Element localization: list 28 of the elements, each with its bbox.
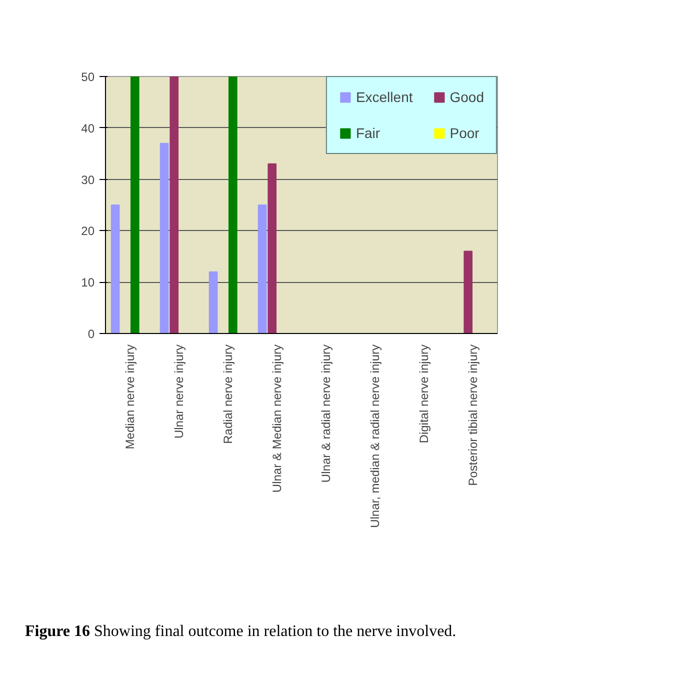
x-tick-label: Median nerve injury bbox=[123, 344, 137, 450]
y-tick-label: 50 bbox=[81, 70, 95, 84]
bar bbox=[268, 163, 277, 334]
x-tick-label: Radial nerve injury bbox=[221, 344, 235, 444]
legend-label: Excellent bbox=[356, 89, 413, 105]
x-tick-label: Digital nerve injury bbox=[417, 344, 431, 444]
y-tick-label: 30 bbox=[81, 172, 95, 187]
y-tick-label: 20 bbox=[81, 224, 95, 238]
y-tick-label: 40 bbox=[81, 121, 95, 136]
bar bbox=[464, 250, 473, 334]
x-tick-label: Posterior tibial nerve injury bbox=[466, 344, 480, 486]
y-tick-label: 0 bbox=[88, 327, 95, 341]
bar bbox=[160, 142, 169, 334]
x-tick-label: Ulnar nerve injury bbox=[172, 344, 186, 439]
legend-label: Good bbox=[450, 89, 484, 105]
bar bbox=[208, 271, 218, 334]
bar bbox=[170, 76, 179, 334]
bar bbox=[130, 76, 140, 334]
x-tick-label: Ulnar & radial nerve injury bbox=[319, 344, 333, 483]
caption: Figure 16 Showing final outcome in relation to the nerve involved. bbox=[25, 622, 456, 642]
x-tick-label: Ulnar & Median nerve injury bbox=[270, 344, 284, 493]
y-tick-label: 10 bbox=[81, 276, 95, 290]
bar bbox=[258, 204, 267, 334]
bar bbox=[110, 204, 120, 334]
legend-label: Fair bbox=[356, 125, 380, 141]
bar bbox=[228, 76, 238, 334]
legend-label: Poor bbox=[450, 125, 480, 141]
x-tick-label: Ulnar, median & radial nerve injury bbox=[368, 344, 382, 528]
